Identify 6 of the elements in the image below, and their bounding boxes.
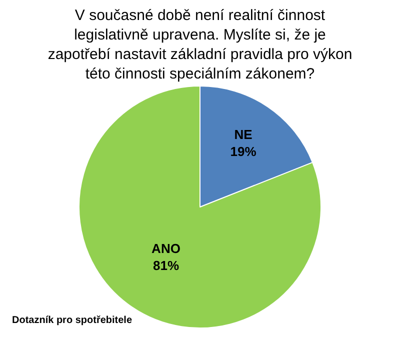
data-label: 19% (230, 144, 257, 159)
text: Dotazník pro spotřebitele (12, 315, 132, 326)
chart-title: V současné době není realitní činnost legislativně upravena. Myslíte si, že je zapotřebí nastavit základní pravidla pro výkon této činnosti speciálním zákonem? (48, 6, 352, 82)
data-label: 81% (152, 258, 180, 273)
slice-label: NE (234, 126, 253, 142)
slice-label: ANO (152, 241, 180, 256)
